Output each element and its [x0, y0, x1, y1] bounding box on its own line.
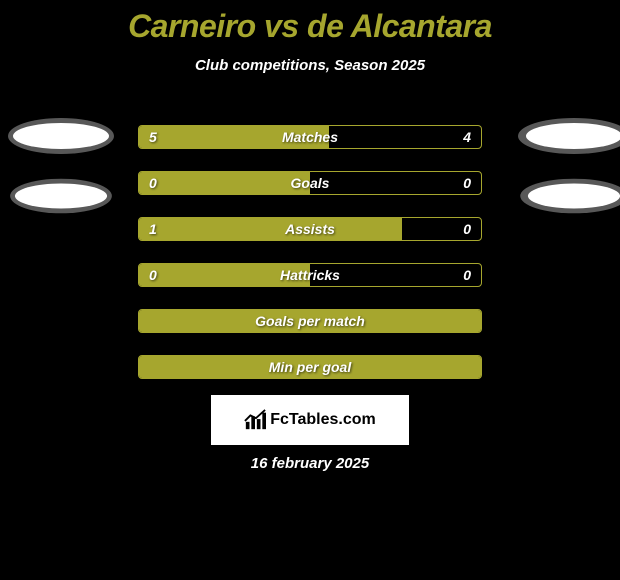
stat-value-left: 1 [149, 221, 157, 237]
stat-value-right: 0 [463, 267, 471, 283]
vs-separator: vs [256, 8, 307, 44]
bar-chart-icon [244, 409, 266, 431]
stat-value-right: 4 [463, 129, 471, 145]
stat-value-right: 0 [463, 221, 471, 237]
stat-row-hattricks: 0 0 Hattricks [138, 263, 482, 287]
stat-value-left: 0 [149, 175, 157, 191]
brand-text: FcTables.com [270, 411, 376, 429]
stat-value-left: 5 [149, 129, 157, 145]
stat-row-min-per-goal: Min per goal [138, 355, 482, 379]
stat-value-left: 0 [149, 267, 157, 283]
page-title: Carneiro vs de Alcantara [0, 0, 620, 45]
stat-label: Matches [282, 129, 338, 145]
stat-label: Min per goal [269, 359, 351, 375]
player1-avatar-placeholder-1 [8, 118, 114, 154]
stat-label: Goals per match [255, 313, 365, 329]
player2-avatar-placeholder-1 [518, 118, 620, 154]
stat-label: Goals [291, 175, 330, 191]
player2-avatar-placeholder-2 [520, 179, 620, 214]
bar-fill-left [139, 172, 310, 194]
player2-name: de Alcantara [307, 8, 492, 44]
stat-row-goals: 0 0 Goals [138, 171, 482, 195]
footer-date: 16 february 2025 [251, 455, 369, 472]
player1-name: Carneiro [128, 8, 256, 44]
left-avatar-column [8, 118, 114, 214]
stat-label: Assists [285, 221, 335, 237]
stat-row-matches: 5 4 Matches [138, 125, 482, 149]
comparison-bars: 5 4 Matches 0 0 Goals 1 0 Assists 0 0 Hattricks Goal… [138, 125, 482, 379]
subtitle: Club competitions, Season 2025 [0, 57, 620, 74]
stat-row-assists: 1 0 Assists [138, 217, 482, 241]
bar-fill-left [139, 218, 402, 240]
brand-box: FcTables.com [211, 395, 409, 445]
right-avatar-column [518, 118, 620, 214]
stat-row-goals-per-match: Goals per match [138, 309, 482, 333]
player1-avatar-placeholder-2 [10, 179, 112, 214]
stat-value-right: 0 [463, 175, 471, 191]
stat-label: Hattricks [280, 267, 340, 283]
